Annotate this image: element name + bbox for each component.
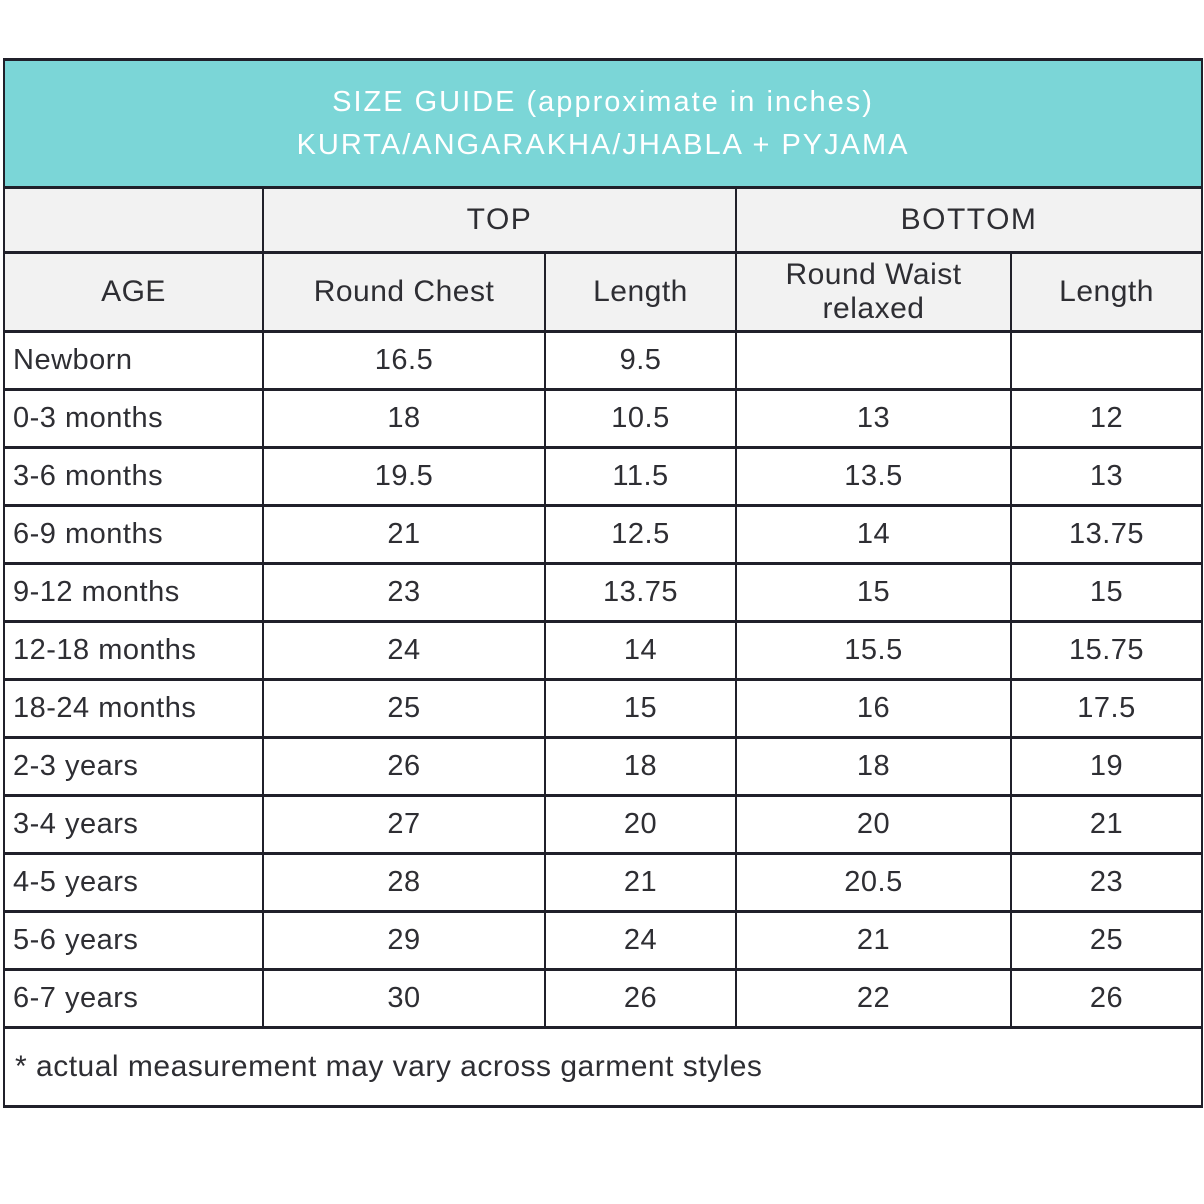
age-cell: 3-6 months [3, 446, 264, 507]
age-cell: 12-18 months [3, 620, 264, 681]
table-row: 4-5 years 28 21 20.5 23 [3, 852, 1204, 913]
age-cell: 0-3 months [3, 388, 264, 449]
value-cell: 13.5 [735, 446, 1012, 507]
value-cell: 17.5 [1009, 678, 1204, 739]
value-cell: 28 [262, 852, 546, 913]
table-row: 5-6 years 29 24 21 25 [3, 910, 1204, 971]
column-header-top-length: Length [544, 251, 737, 333]
value-cell: 14 [735, 504, 1012, 565]
value-cell: 15 [735, 562, 1012, 623]
table-row: 3-4 years 27 20 20 21 [3, 794, 1204, 855]
age-cell: 6-9 months [3, 504, 264, 565]
table-row: 2-3 years 26 18 18 19 [3, 736, 1204, 797]
table-row: 18-24 months 25 15 16 17.5 [3, 678, 1204, 739]
value-cell: 15.5 [735, 620, 1012, 681]
value-cell: 13 [1009, 446, 1204, 507]
value-cell: 25 [262, 678, 546, 739]
title-line-1: SIZE GUIDE (approximate in inches) [332, 86, 874, 119]
value-cell: 16 [735, 678, 1012, 739]
value-cell: 20 [735, 794, 1012, 855]
table-row: 9-12 months 23 13.75 15 15 [3, 562, 1204, 623]
table-row: 6-9 months 21 12.5 14 13.75 [3, 504, 1204, 565]
group-header-top: TOP [262, 186, 737, 254]
value-cell: 15.75 [1009, 620, 1204, 681]
value-cell: 23 [1009, 852, 1204, 913]
value-cell: 22 [735, 968, 1012, 1029]
table-row: 0-3 months 18 10.5 13 12 [3, 388, 1204, 449]
table-title: SIZE GUIDE (approximate in inches) KURTA… [2, 58, 1204, 189]
value-cell: 18 [735, 736, 1012, 797]
value-cell: 20 [544, 794, 737, 855]
value-cell: 24 [544, 910, 737, 971]
table-row: 6-7 years 30 26 22 26 [3, 968, 1204, 1029]
table-row: 12-18 months 24 14 15.5 15.75 [3, 620, 1204, 681]
footnote-row: * actual measurement may vary across gar… [2, 1026, 1204, 1108]
value-cell: 15 [1009, 562, 1204, 623]
value-cell: 26 [544, 968, 737, 1029]
value-cell: 14 [544, 620, 737, 681]
value-cell: 13 [735, 388, 1012, 449]
value-cell: 20.5 [735, 852, 1012, 913]
age-cell: 6-7 years [3, 968, 264, 1029]
value-cell: 10.5 [544, 388, 737, 449]
group-header-bottom: BOTTOM [734, 186, 1204, 254]
value-cell: 18 [544, 736, 737, 797]
value-cell: 9.5 [544, 330, 737, 391]
value-cell [1009, 330, 1204, 391]
value-cell: 24 [262, 620, 546, 681]
size-guide-table: SIZE GUIDE (approximate in inches) KURTA… [2, 58, 1204, 1108]
table-row: 3-6 months 19.5 11.5 13.5 13 [3, 446, 1204, 507]
value-cell: 15 [544, 678, 737, 739]
age-cell: 9-12 months [3, 562, 264, 623]
group-header-empty [3, 186, 264, 254]
value-cell: 21 [262, 504, 546, 565]
footnote: * actual measurement may vary across gar… [2, 1026, 1204, 1108]
column-header-round-chest: Round Chest [262, 251, 546, 333]
value-cell: 13.75 [1009, 504, 1204, 565]
value-cell: 26 [1009, 968, 1204, 1029]
value-cell: 18 [262, 388, 546, 449]
age-cell: 2-3 years [3, 736, 264, 797]
value-cell: 23 [262, 562, 546, 623]
value-cell: 29 [262, 910, 546, 971]
value-cell: 12 [1009, 388, 1204, 449]
value-cell: 11.5 [544, 446, 737, 507]
title-row: SIZE GUIDE (approximate in inches) KURTA… [2, 58, 1204, 189]
value-cell: 30 [262, 968, 546, 1029]
value-cell: 21 [544, 852, 737, 913]
value-cell: 21 [735, 910, 1012, 971]
group-header-row: TOP BOTTOM [3, 186, 1204, 254]
value-cell: 12.5 [544, 504, 737, 565]
age-cell: 5-6 years [3, 910, 264, 971]
value-cell: 25 [1009, 910, 1204, 971]
value-cell: 21 [1009, 794, 1204, 855]
value-cell: 13.75 [544, 562, 737, 623]
column-header-round-waist: Round Waist relaxed [735, 251, 1012, 333]
age-cell: 18-24 months [3, 678, 264, 739]
column-header-row: AGE Round Chest Length Round Waist relax… [3, 251, 1204, 333]
value-cell: 16.5 [262, 330, 546, 391]
age-cell: Newborn [3, 330, 264, 391]
value-cell: 19.5 [262, 446, 546, 507]
age-cell: 3-4 years [3, 794, 264, 855]
value-cell [735, 330, 1012, 391]
value-cell: 19 [1009, 736, 1204, 797]
table-row: Newborn 16.5 9.5 [3, 330, 1204, 391]
title-line-2: KURTA/ANGARAKHA/JHABLA + PYJAMA [296, 128, 910, 161]
value-cell: 27 [262, 794, 546, 855]
column-header-age: AGE [3, 251, 264, 333]
age-cell: 4-5 years [3, 852, 264, 913]
value-cell: 26 [262, 736, 546, 797]
column-header-bottom-length: Length [1009, 251, 1204, 333]
